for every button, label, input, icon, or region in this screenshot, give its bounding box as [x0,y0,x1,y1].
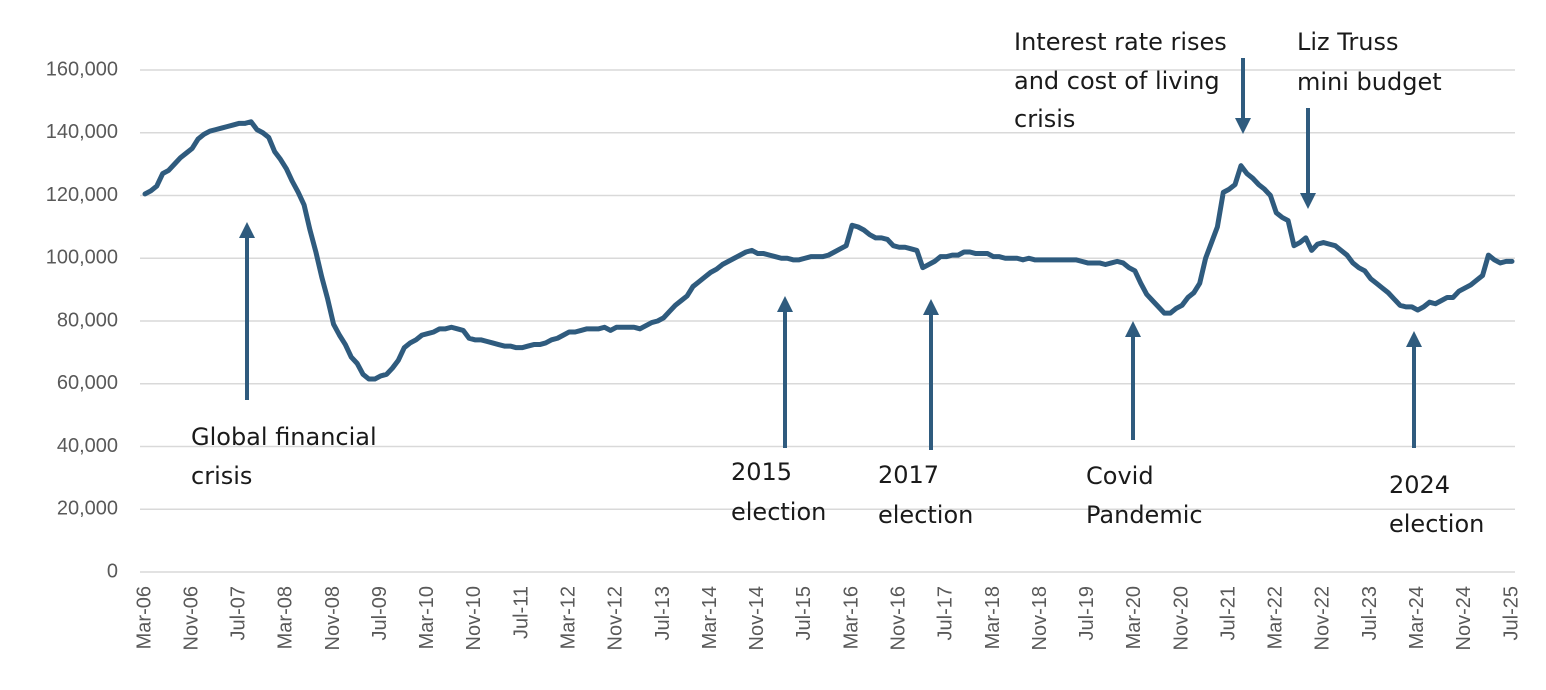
arrow-head [1406,331,1422,347]
y-tick-label: 140,000 [46,121,118,143]
arrow-head [1235,118,1251,134]
annotation: Global financial [191,423,377,451]
x-tick-label: Nov-24 [1453,586,1475,650]
arrow-head [923,299,939,315]
x-tick-label: Jul-15 [793,586,815,640]
annotation: 2024 [1389,471,1450,499]
x-tick-label: Nov-20 [1170,586,1192,650]
plot [142,119,1515,382]
y-tick-label: 80,000 [57,309,118,331]
x-tick-label: Jul-13 [652,586,674,640]
y-tick-label: 160,000 [46,58,118,80]
annotation: Covid [1086,462,1154,490]
annotation: 2017 [878,461,939,489]
arrow-head [239,222,255,238]
y-tick-label: 120,000 [46,184,118,206]
x-tick-label: Jul-19 [1076,586,1098,640]
annotation: Pandemic [1086,501,1203,529]
x-tick-label: Mar-14 [699,586,721,649]
annotation: election [878,501,973,529]
x-tick-label: Nov-12 [605,586,627,650]
x-tick-label: Mar-12 [558,586,580,649]
annotation: mini budget [1297,68,1442,96]
annotation: election [1389,510,1484,538]
annotation: crisis [1014,105,1075,133]
y-tick-label: 40,000 [57,435,118,457]
x-tick-label: Jul-09 [369,586,391,640]
x-tick-label: Mar-18 [982,586,1004,649]
x-tick-label: Jul-11 [510,586,532,639]
y-tick-label: 60,000 [57,372,118,394]
annotation: 2015 [731,458,792,486]
y-tick-label: 100,000 [46,247,118,269]
annotations: Global financial crisis 2015 election 20… [191,28,1484,538]
x-tick-label: Mar-16 [840,586,862,649]
annotation: election [731,498,826,526]
x-tick-label: Jul-07 [228,586,250,640]
annotation: and cost of living [1014,67,1220,95]
annotation: Interest rate rises [1014,28,1227,56]
x-tick-label: Mar-06 [133,586,155,649]
annotation: crisis [191,462,252,490]
arrow-head [1125,321,1141,337]
y-tick-label: 0 [107,560,118,582]
x-tick-label: Jul-25 [1500,586,1522,640]
data-line [142,119,1515,382]
x-tick-label: Jul-23 [1359,586,1381,640]
grid: 0 20,000 40,000 60,000 80,000 100,000 120,000 1… [46,58,1523,650]
x-tick-label: Mar-24 [1406,586,1428,649]
x-tick-label: Mar-22 [1265,586,1287,649]
x-tick-label: Nov-06 [180,586,202,650]
x-tick-label: Nov-16 [887,586,909,650]
x-tick-label: Nov-18 [1029,586,1051,650]
arrow-head [777,296,793,312]
x-tick-label: Nov-22 [1312,586,1334,650]
annotation: Liz Truss [1297,28,1398,56]
x-tick-label: Nov-08 [322,586,344,650]
y-tick-label: 20,000 [57,498,118,520]
x-tick-label: Jul-17 [935,586,957,640]
x-tick-label: Nov-14 [746,586,768,650]
x-tick-label: Jul-21 [1217,586,1239,640]
x-tick-label: Nov-10 [463,586,485,650]
x-tick-label: Mar-20 [1123,586,1145,649]
arrow-head [1300,193,1316,209]
x-tick-label: Mar-10 [416,586,438,649]
x-tick-label: Mar-08 [275,586,297,649]
